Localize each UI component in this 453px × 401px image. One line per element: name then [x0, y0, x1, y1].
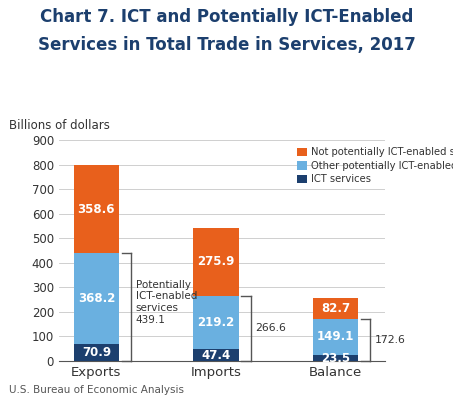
Text: 266.6: 266.6: [255, 323, 286, 333]
Text: 70.9: 70.9: [82, 346, 111, 359]
Bar: [193, 296, 239, 349]
Text: U.S. Bureau of Economic Analysis: U.S. Bureau of Economic Analysis: [9, 385, 184, 395]
Legend: Not potentially ICT-enabled services, Other potentially ICT-enabled services, IC: Not potentially ICT-enabled services, Ot…: [295, 145, 453, 186]
Text: 358.6: 358.6: [77, 203, 115, 216]
Bar: [313, 319, 358, 355]
Bar: [313, 355, 358, 361]
Text: Services in Total Trade in Services, 2017: Services in Total Trade in Services, 201…: [38, 36, 415, 54]
Text: 149.1: 149.1: [317, 330, 354, 343]
Text: Chart 7. ICT and Potentially ICT-Enabled: Chart 7. ICT and Potentially ICT-Enabled: [40, 8, 413, 26]
Bar: [193, 349, 239, 361]
Text: 368.2: 368.2: [78, 292, 115, 305]
Text: 47.4: 47.4: [202, 348, 231, 362]
Text: 23.5: 23.5: [321, 352, 350, 365]
Text: 275.9: 275.9: [198, 255, 235, 268]
Bar: [74, 253, 119, 344]
Text: 172.6: 172.6: [375, 335, 406, 345]
Text: Billions of dollars: Billions of dollars: [9, 119, 110, 132]
Bar: [74, 166, 119, 253]
Bar: [74, 344, 119, 361]
Text: 82.7: 82.7: [321, 302, 350, 315]
Bar: [313, 298, 358, 319]
Bar: [193, 228, 239, 296]
Text: 219.2: 219.2: [198, 316, 235, 329]
Text: Potentially
ICT-enabled
services
439.1: Potentially ICT-enabled services 439.1: [136, 280, 197, 324]
